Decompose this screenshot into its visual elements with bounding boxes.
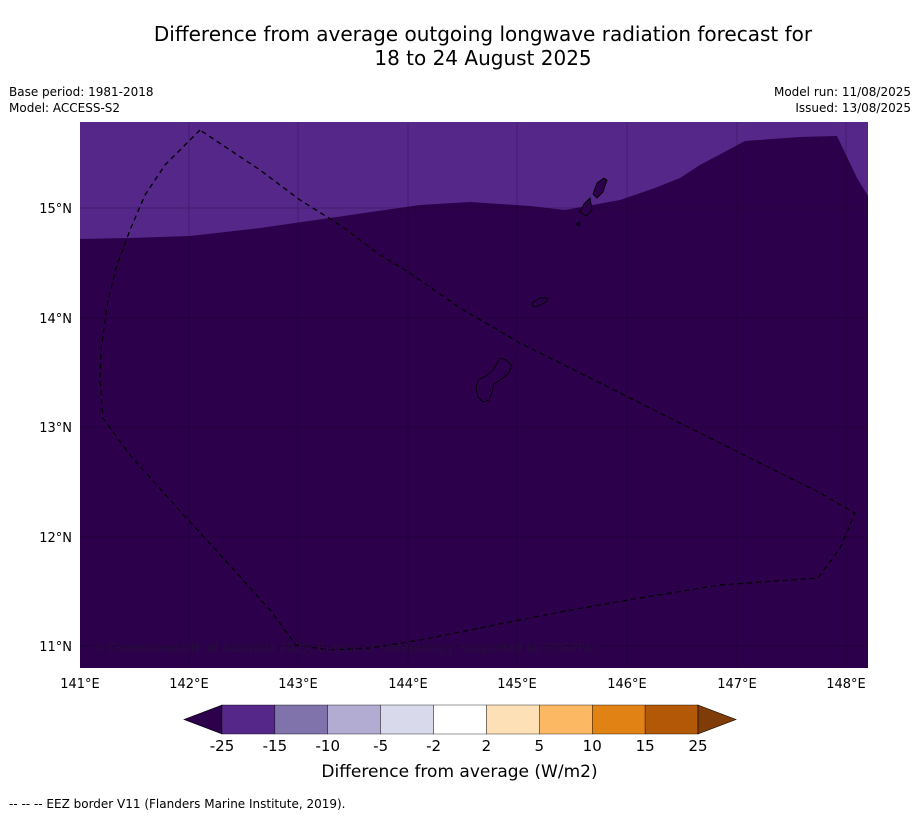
map-gridlines <box>80 122 868 668</box>
colorbar-tick-label: -15 <box>263 737 288 755</box>
model-run: Model run: 11/08/2025 <box>773 85 911 99</box>
island-rota <box>531 297 549 308</box>
colorbar-segment <box>380 704 434 735</box>
meta-right: Model run: 11/08/2025 Issued: 13/08/2025 <box>774 84 911 116</box>
island-tinian <box>579 197 593 217</box>
colorbar-segment <box>486 704 540 735</box>
longitude-label: 142°E <box>169 677 209 692</box>
latitude-label: 12°N <box>39 531 72 546</box>
title-line-1: Difference from average outgoing longwav… <box>153 22 813 46</box>
latitude-label: 13°N <box>39 421 72 436</box>
colorbar-segment <box>221 704 276 735</box>
colorbar-segment <box>592 704 646 735</box>
colorbar-segment <box>433 704 487 735</box>
latitude-labels: 15°N 14°N 13°N 12°N 11°N <box>39 202 72 655</box>
colorbar-tick-label: 25 <box>688 737 707 755</box>
colorbar-tick-label: -5 <box>373 737 388 755</box>
longitude-label: 145°E <box>497 677 537 692</box>
longitude-label: 144°E <box>388 677 428 692</box>
anomaly-band-minus15 <box>80 122 868 239</box>
colorbar-segment <box>274 704 328 735</box>
colorbar-tick-label: -25 <box>210 737 235 755</box>
island-aguijan <box>575 221 581 227</box>
colorbar <box>183 704 737 735</box>
longitude-labels: 141°E 142°E 143°E 144°E 145°E 146°E 147°E 148°E <box>60 677 866 692</box>
issued-date: Issued: 13/08/2025 <box>795 101 911 115</box>
colorbar-tick-label: 2 <box>482 737 492 755</box>
longitude-label: 147°E <box>717 677 757 692</box>
colorbar-label: Difference from average (W/m2) <box>321 762 598 782</box>
longitude-label: 146°E <box>607 677 647 692</box>
island-saipan <box>592 177 608 199</box>
longitude-label: 148°E <box>826 677 866 692</box>
latitude-label: 11°N <box>39 640 72 655</box>
colorbar-tick-label: -2 <box>426 737 441 755</box>
island-guam <box>475 357 513 403</box>
latitude-label: 14°N <box>39 312 72 327</box>
colorbar-tick-label: -10 <box>316 737 341 755</box>
colorbar-tick-label: 15 <box>636 737 655 755</box>
longitude-label: 141°E <box>60 677 100 692</box>
model-name: Model: ACCESS-S2 <box>9 101 121 115</box>
colorbar-extend-high <box>697 704 737 735</box>
eez-legend-footer: -- -- -- EEZ border V11 (Flanders Marine… <box>9 797 346 811</box>
colorbar-tick-label: 5 <box>535 737 545 755</box>
map-title: Difference from average outgoing longwav… <box>0 22 919 70</box>
latitude-label: 15°N <box>39 202 72 217</box>
colorbar-ticks: -25 -15 -10 -5 -2 2 5 10 15 25 <box>210 737 708 755</box>
colorbar-segment <box>539 704 593 735</box>
copyright-notice: © Commonwealth of Australia 2025, Bureau… <box>93 641 599 655</box>
colorbar-tick-label: 10 <box>583 737 602 755</box>
islands <box>475 177 608 403</box>
colorbar-segment <box>327 704 381 735</box>
meta-left: Base period: 1981-2018 Model: ACCESS-S2 <box>9 84 154 116</box>
colorbar-segment <box>644 704 699 735</box>
longitude-label: 143°E <box>278 677 318 692</box>
title-line-2: 18 to 24 August 2025 <box>374 46 592 70</box>
eez-border <box>99 129 856 651</box>
base-period: Base period: 1981-2018 <box>9 85 154 99</box>
colorbar-extend-low <box>183 704 223 735</box>
